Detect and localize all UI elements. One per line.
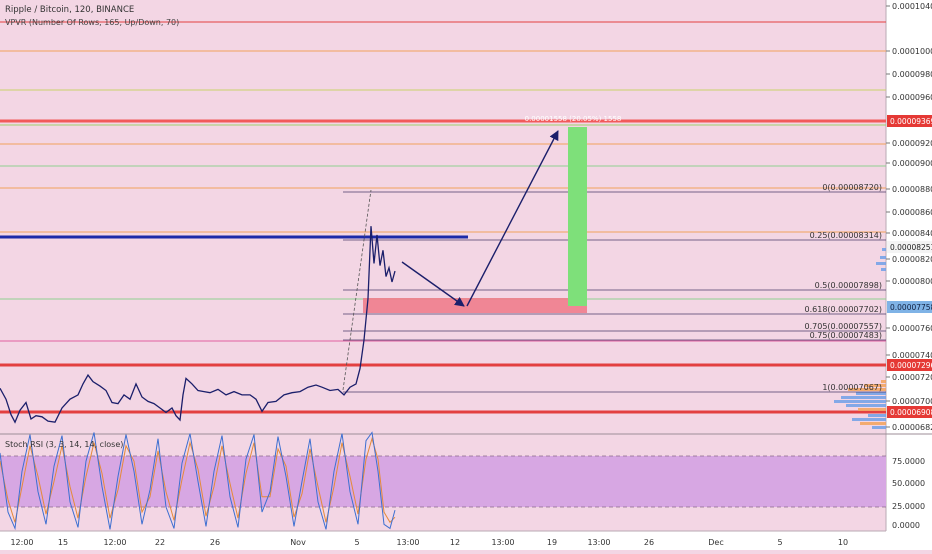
trend-dashed-line [342,189,372,391]
osc-tick-75: 75.0000 [892,457,925,466]
volume-bar [848,388,886,391]
volume-profile [834,248,886,429]
time-tick-label: 13:00 [396,538,419,547]
time-tick-label: 12 [450,538,460,547]
oscillator-band [0,456,886,507]
price-axis-panel [886,0,932,550]
time-tick-label: 19 [547,538,557,547]
time-axis-ticks: 12:00 15 12:00 22 26 Nov 5 13:00 12 13:00 19 13:00 2… [10,538,848,547]
price-tick-label: 0.00006820 [892,423,932,432]
price-tick-label: 0.00009200 [892,139,932,148]
oscillator-title: Stoch RSI (3, 3, 14, 14, close) [5,440,123,449]
price-badge-label: 0.00008251 [890,243,932,252]
price-badge [887,406,932,418]
oscillator-k-line [0,431,396,531]
time-tick-label: 13:00 [587,538,610,547]
price-tick-label: 0.00008200 [892,255,932,264]
price-badge-label: 0.00006908 [890,408,932,417]
fib-label: 0.75(0.00007483) [810,331,882,340]
volume-bar [852,418,886,421]
volume-bar [846,404,886,407]
volume-bar [841,396,886,399]
symbol-title: Ripple / Bitcoin, 120, BINANCE [5,5,134,15]
time-axis-panel [0,531,932,550]
volume-bar [881,268,886,271]
price-tick-label: 0.00009800 [892,70,932,79]
volume-bar [864,384,886,387]
volume-bar [872,426,886,429]
projection-box[interactable] [568,127,587,306]
volume-bar [876,262,886,265]
price-badge [887,241,932,253]
time-tick-label: 15 [58,538,68,547]
volume-bar [880,256,886,259]
oscillator-axis: 75.0000 50.0000 25.0000 0.0000 [892,457,925,530]
osc-tick-25: 25.0000 [892,502,925,511]
price-tick-label: 0.00010000 [892,47,932,56]
volume-bar [881,380,886,383]
time-tick-label: 5 [777,538,782,547]
time-tick-label: 22 [155,538,165,547]
price-badge-label: 0.00007296 [890,361,932,370]
price-tick-label: 0.00007000 [892,397,932,406]
price-axis-ticks: 0.00010400 0.00010000 0.00009800 0.00009600… [886,2,932,432]
price-badge-label: 0.00009369 [890,117,932,126]
arrow-down[interactable] [401,261,465,307]
price-tick-label: 0.00009600 [892,93,932,102]
volume-bar [834,400,886,403]
fib-label: 0.705(0.00007557) [805,322,883,331]
fib-label: 0.25(0.00008314) [810,231,882,240]
indicator-title: VPVR (Number Of Rows, 165, Up/Down, 70) [5,18,179,27]
time-tick-label: 12:00 [10,538,33,547]
price-tick-label: 0.00009000 [892,159,932,168]
price-tick-label: 0.00008600 [892,208,932,217]
price-tick-label: 0.00010400 [892,2,932,11]
volume-bar [858,408,886,411]
price-badge [887,301,932,313]
demand-zone[interactable] [363,298,587,313]
time-tick-label: 13:00 [491,538,514,547]
arrow-up[interactable] [466,130,559,307]
fib-label: 0.5(0.00007898) [815,281,882,290]
price-badges: 0.00009369 0.00008251 0.00007758 0.00007296… [887,115,932,418]
volume-bar [868,414,886,417]
time-tick-label: 10 [838,538,848,547]
time-tick-label: 12:00 [103,538,126,547]
fib-label: 0(0.00008720) [822,183,882,192]
price-tick-label: 0.00008400 [892,229,932,238]
price-badge [887,115,932,127]
horizontal-levels [0,21,886,414]
fib-label: 0.618(0.00007702) [805,305,883,314]
price-tick-label: 0.00007200 [892,373,932,382]
osc-tick-0: 0.0000 [892,521,920,530]
fib-label: 1(0.00007067) [822,383,882,392]
projection-label: 0.00001558 (20.05%) 1558 [525,115,622,123]
time-tick-label: 26 [210,538,220,547]
price-badge-label: 0.00007758 [890,303,932,312]
time-tick-label: 5 [354,538,359,547]
volume-bar [882,248,886,251]
time-tick-label: 26 [644,538,654,547]
time-tick-label: Nov [290,538,306,547]
price-series [0,226,396,424]
time-tick-label: Dec [708,538,723,547]
price-tick-label: 0.00007400 [892,351,932,360]
volume-bar [856,392,886,395]
osc-tick-50: 50.0000 [892,479,925,488]
volume-bar [860,422,886,425]
price-badge [887,359,932,371]
price-tick-label: 0.00008800 [892,185,932,194]
price-tick-label: 0.00007600 [892,324,932,333]
fib-retracement: 0(0.00008720) 0.25(0.00008314) 0.5(0.00007… [343,183,886,393]
price-tick-label: 0.00008000 [892,277,932,286]
